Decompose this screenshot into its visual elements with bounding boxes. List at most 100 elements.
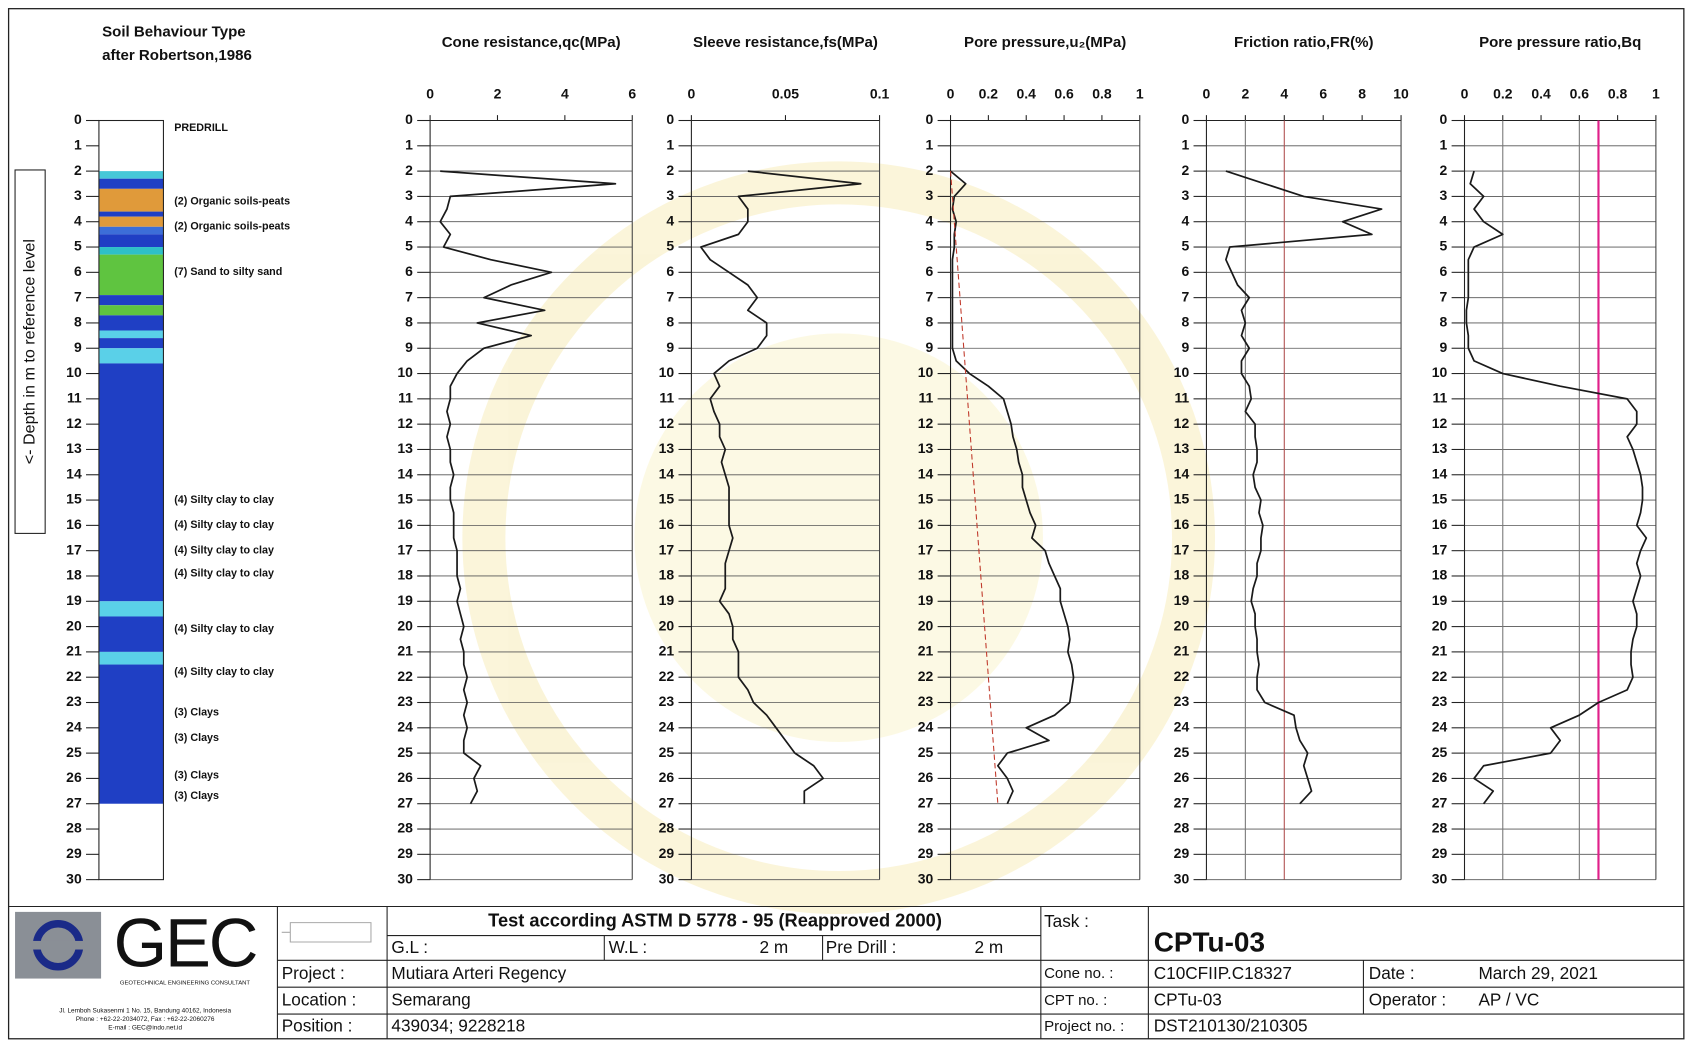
y-tick-label: 2 [666, 162, 674, 178]
y-tick-label: 2 [1181, 162, 1189, 178]
y-tick-label: 26 [1174, 769, 1190, 785]
y-tick-label: 5 [405, 238, 413, 254]
profile-line [439, 170, 617, 805]
soil-label: PREDRILL [174, 122, 228, 134]
y-tick-label: 13 [1174, 440, 1190, 456]
y-tick-label: 8 [926, 314, 934, 330]
y-tick-label: 24 [659, 718, 675, 734]
chart-title: Pore pressure ratio,Bq [1479, 34, 1641, 51]
y-tick-label: 13 [66, 440, 82, 456]
y-tick-label: 16 [1432, 516, 1448, 532]
y-tick-label: 23 [1432, 693, 1448, 709]
soil-label: (4) Silty clay to clay [174, 666, 274, 678]
y-tick-label: 28 [1432, 820, 1448, 836]
y-tick-label: 0 [926, 111, 934, 127]
y-tick-label: 17 [659, 541, 675, 557]
label: CPT no. : [1044, 992, 1107, 1009]
label: W.L : [609, 937, 648, 957]
y-tick-label: 8 [405, 314, 413, 330]
y-tick-label: 15 [659, 491, 675, 507]
y-tick-label: 21 [918, 643, 934, 659]
soil-label: (4) Silty clay to clay [174, 519, 274, 531]
soil-layer [98, 234, 164, 248]
y-tick-label: 6 [405, 263, 413, 279]
y-tick-label: 28 [918, 820, 934, 836]
y-tick-label: 24 [1432, 718, 1448, 734]
y-tick-label: 11 [1433, 390, 1448, 406]
value: AP / VC [1478, 990, 1539, 1010]
y-tick-label: 21 [397, 643, 413, 659]
y-tick-label: 11 [659, 390, 674, 406]
y-tick-label: 1 [926, 136, 934, 152]
label: Pre Drill : [826, 937, 897, 957]
y-tick-label: 27 [659, 794, 675, 810]
y-tick-label: 6 [666, 263, 674, 279]
y-tick-label: 21 [659, 643, 675, 659]
y-tick-label: 12 [1174, 415, 1190, 431]
chart-title: Friction ratio,FR(%) [1234, 34, 1374, 51]
y-tick-label: 5 [666, 238, 674, 254]
soil-label: (4) Silty clay to clay [174, 494, 274, 506]
label: Project no. : [1044, 1018, 1124, 1035]
y-tick-label: 24 [1174, 718, 1190, 734]
y-tick-label: 1 [1440, 136, 1448, 152]
y-tick-label: 20 [66, 617, 82, 633]
y-tick-label: 12 [1432, 415, 1448, 431]
x-tick-label: 0.4 [1531, 85, 1551, 101]
label: Location : [282, 990, 357, 1010]
y-tick-label: 29 [1432, 845, 1448, 861]
y-tick-label: 14 [397, 465, 413, 481]
y-tick-label: 3 [666, 187, 674, 203]
x-tick-label: 8 [1358, 85, 1366, 101]
watermark-disc [634, 333, 1043, 743]
y-tick-label: 8 [74, 314, 82, 330]
y-tick-label: 16 [1174, 516, 1190, 532]
y-tick-label: 30 [1432, 870, 1448, 886]
y-tick-label: 17 [1174, 541, 1190, 557]
value: Semarang [391, 990, 470, 1010]
x-tick-label: 2 [494, 85, 502, 101]
address: Jl. Lemboh Sukasenmi 1 No. 15, Bandung 4… [59, 1008, 231, 1015]
y-tick-label: 13 [1432, 440, 1448, 456]
y-tick-label: 24 [918, 718, 934, 734]
x-tick-label: 0.4 [1017, 85, 1037, 101]
y-tick-label: 26 [1432, 769, 1448, 785]
soil-layer [98, 178, 164, 189]
y-tick-label: 21 [1432, 643, 1448, 659]
y-tick-label: 23 [66, 693, 82, 709]
soil-layer [98, 171, 164, 179]
y-tick-label: 4 [1440, 212, 1448, 228]
soil-layer [98, 216, 164, 227]
soil-layer [98, 188, 164, 212]
soil-layer [98, 211, 164, 217]
x-tick-label: 0 [1203, 85, 1211, 101]
label: Date : [1369, 963, 1415, 983]
label: Position : [282, 1015, 353, 1035]
y-tick-label: 14 [1174, 465, 1190, 481]
y-tick-label: 25 [659, 744, 675, 760]
soil-label: (3) Clays [174, 770, 219, 782]
address: E-mail : GEC@indo.net.id [108, 1025, 182, 1032]
y-tick-label: 6 [1181, 263, 1189, 279]
y-tick-label: 22 [659, 668, 675, 684]
soil-layer [98, 616, 164, 652]
y-tick-label: 16 [659, 516, 675, 532]
y-tick-label: 5 [1181, 238, 1189, 254]
y-tick-label: 28 [66, 820, 82, 836]
y-tick-label: 22 [66, 668, 82, 684]
y-tick-label: 0 [666, 111, 674, 127]
y-tick-label: 13 [918, 440, 934, 456]
y-tick-label: 21 [66, 643, 82, 659]
y-tick-label: 30 [66, 870, 82, 886]
soil-label: (2) Organic soils-peats [174, 221, 290, 233]
cone-outline [281, 922, 372, 943]
soil-label: (4) Silty clay to clay [174, 545, 274, 557]
y-tick-label: 5 [1440, 238, 1448, 254]
y-tick-label: 25 [66, 744, 82, 760]
y-tick-label: 28 [659, 820, 675, 836]
x-tick-label: 0.2 [979, 85, 999, 101]
label: Operator : [1369, 990, 1446, 1010]
y-tick-label: 9 [1440, 339, 1448, 355]
watermark [462, 161, 1216, 915]
